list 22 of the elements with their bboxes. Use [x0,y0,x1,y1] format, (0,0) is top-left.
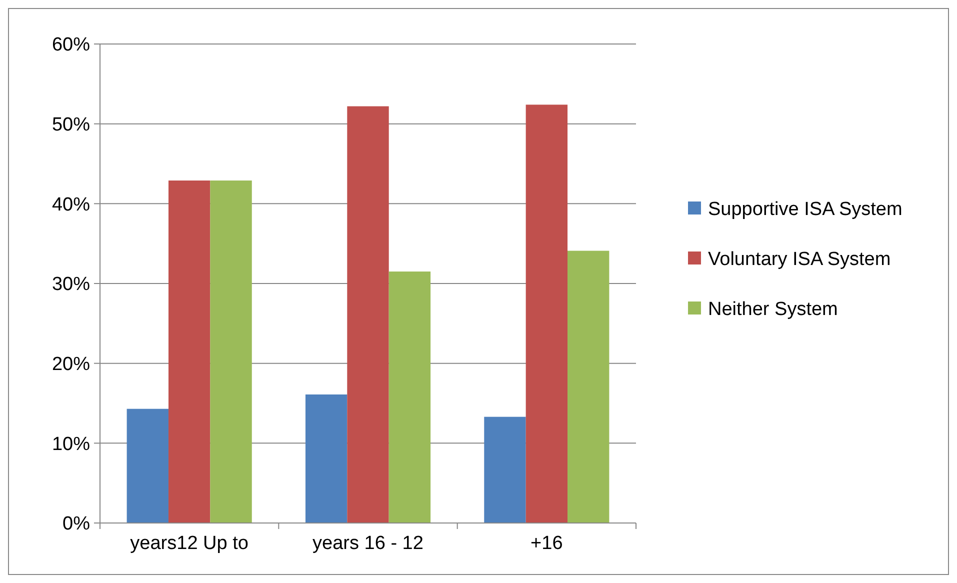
bar [305,394,348,523]
bar [347,106,389,523]
bar [126,408,168,523]
y-tick-label: 40% [52,194,90,216]
x-tick-label: years12 Up to [130,533,248,554]
bar [168,180,210,523]
legend-label: Supportive ISA System [708,199,902,220]
y-tick-label: 0% [62,514,90,535]
y-tick-label: 60% [52,34,90,56]
y-tick-label: 20% [52,354,90,375]
x-tick-label: +16 [530,533,563,554]
bar [388,272,431,523]
bar [484,416,526,523]
y-tick-label: 50% [52,114,90,136]
y-tick-label: 30% [52,274,90,296]
bar [526,104,568,523]
bar [210,180,252,523]
legend-label: Voluntary ISA System [708,249,891,270]
y-tick-label: 10% [52,434,90,455]
x-tick-label: years 16 - 12 [312,533,424,554]
legend-label: Neither System [708,299,838,320]
bar [568,250,610,523]
